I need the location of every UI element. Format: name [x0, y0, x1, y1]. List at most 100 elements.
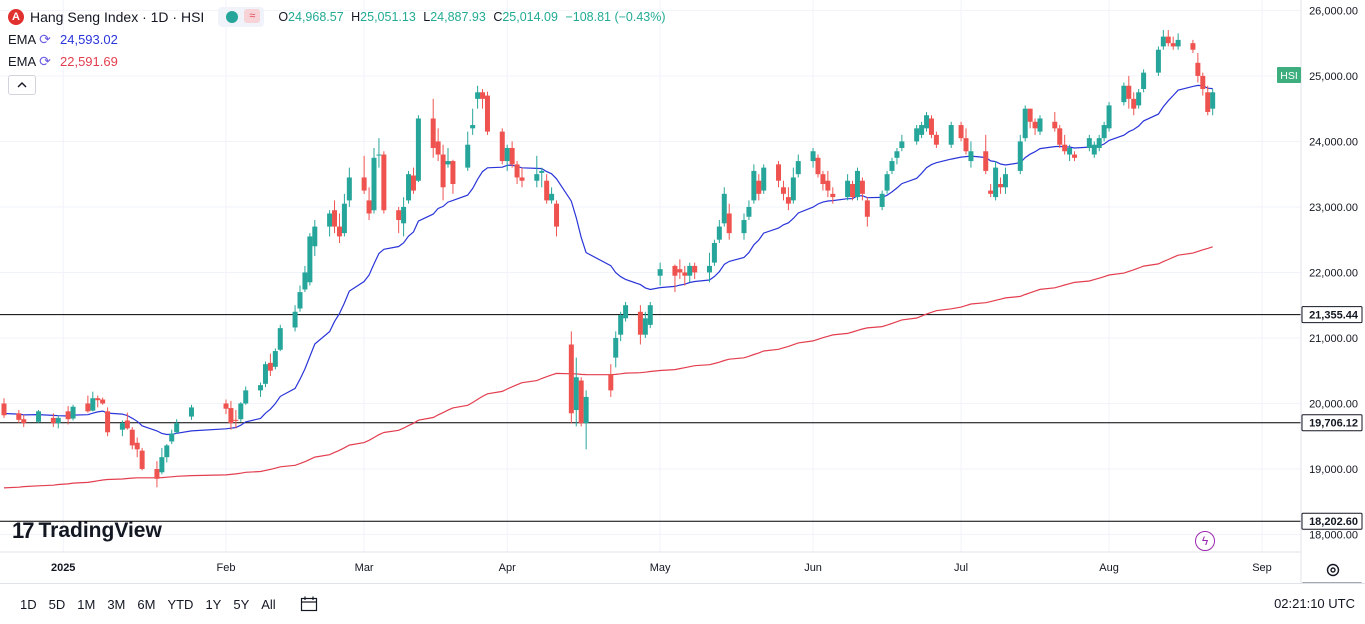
candle	[336, 213, 342, 243]
candle	[948, 121, 954, 148]
range-all[interactable]: All	[261, 596, 276, 612]
candle-body	[435, 141, 441, 155]
candle-body	[983, 151, 989, 171]
refresh-icon[interactable]: ⟳	[39, 30, 51, 47]
candle-body	[613, 337, 619, 358]
candle	[756, 174, 762, 201]
candle	[958, 121, 964, 142]
candle	[1106, 102, 1112, 132]
candle-body	[174, 423, 180, 433]
ohlc-readout: O24,968.57 H25,051.13 L24,887.93 C25,014…	[278, 10, 669, 24]
candle	[761, 164, 767, 194]
candle-body	[672, 265, 678, 276]
horizontal-lines	[0, 314, 1301, 522]
candle	[830, 187, 836, 204]
candle-body	[302, 272, 308, 290]
candle-body	[1190, 43, 1196, 50]
candle-body	[988, 190, 994, 194]
range-6m[interactable]: 6M	[137, 596, 156, 612]
candle	[534, 155, 540, 188]
candle-body	[371, 157, 377, 211]
symbol-title[interactable]: Hang Seng Index · 1D · HSI	[30, 9, 205, 25]
candle	[1062, 134, 1068, 155]
candle-body	[139, 450, 145, 469]
candle	[672, 264, 678, 293]
candle	[475, 85, 481, 109]
ema-fast-row[interactable]: EMA ⟳ 24,593.02	[8, 28, 670, 50]
candle	[105, 407, 111, 437]
candle	[539, 167, 545, 188]
candle	[864, 197, 870, 227]
candle-body	[1170, 43, 1176, 47]
horizontal-line-label-box	[1301, 414, 1363, 432]
candle	[963, 128, 969, 155]
close-label: C	[493, 10, 503, 24]
candle	[341, 193, 347, 237]
candle-body	[1175, 39, 1181, 47]
candle	[894, 147, 900, 165]
candle	[884, 170, 890, 194]
candle-body	[756, 180, 762, 194]
candle-body	[830, 193, 836, 198]
collapse-legend-button[interactable]	[8, 75, 36, 95]
candle-body	[307, 236, 313, 283]
range-1d[interactable]: 1D	[20, 596, 37, 612]
candle-body	[716, 226, 722, 240]
candle-body	[1141, 72, 1147, 90]
gear-icon[interactable]	[1325, 562, 1341, 578]
candle	[124, 412, 130, 430]
candle	[401, 197, 407, 237]
candle	[810, 147, 816, 168]
range-5d[interactable]: 5D	[48, 596, 66, 612]
y-tick-label: 19,000.00	[1309, 464, 1358, 476]
candle	[1205, 85, 1211, 116]
calendar-icon[interactable]	[300, 596, 318, 612]
market-status-pill[interactable]: ≈	[218, 7, 265, 27]
lightning-icon[interactable]: ϟ	[1195, 531, 1215, 551]
candle-body	[544, 180, 550, 201]
y-tick-label: 22,000.00	[1309, 267, 1358, 279]
candle-body	[1200, 75, 1206, 90]
candle-body	[366, 200, 372, 214]
candle-body	[859, 180, 865, 194]
range-3m[interactable]: 3M	[107, 596, 126, 612]
candle	[820, 170, 826, 191]
candle-body	[1195, 62, 1201, 76]
candle	[410, 167, 416, 194]
candle-body	[119, 423, 125, 430]
candle	[568, 331, 574, 424]
candle	[919, 121, 925, 139]
candle	[608, 364, 614, 397]
range-1m[interactable]: 1M	[77, 596, 96, 612]
candle	[1057, 125, 1063, 148]
candle-body	[361, 177, 367, 191]
range-1y[interactable]: 1Y	[205, 596, 222, 612]
candle	[381, 151, 387, 214]
range-5y[interactable]: 5Y	[233, 596, 250, 612]
candle-body	[1067, 147, 1073, 155]
x-tick-label: Jul	[954, 562, 968, 574]
ema-slow-row[interactable]: EMA ⟳ 22,591.69	[8, 50, 670, 72]
candle	[549, 187, 555, 204]
price-chart[interactable]: 26,000.00 25,000.00 24,000.00 23,000.00 22,0…	[0, 0, 1365, 583]
range-ytd[interactable]: YTD	[167, 596, 194, 612]
refresh-icon[interactable]: ⟳	[39, 52, 51, 69]
candle	[554, 200, 560, 237]
candle-body	[1155, 49, 1161, 73]
candle-body	[1002, 174, 1008, 188]
candle-body	[50, 417, 56, 424]
market-open-icon	[226, 11, 239, 23]
candle	[435, 128, 441, 162]
candle-body	[741, 220, 747, 234]
candle-body	[894, 151, 900, 158]
ema-fast-label: EMA	[8, 31, 37, 47]
high-label: H	[351, 10, 361, 24]
utc-clock[interactable]: 02:21:10 UTC	[1274, 596, 1355, 611]
tradingview-logo[interactable]: 17 TradingView	[12, 518, 162, 544]
tradingview-wordmark: TradingView	[38, 519, 162, 542]
candle	[642, 311, 648, 338]
candle-body	[1205, 92, 1211, 112]
candle-body	[470, 125, 476, 129]
candle	[1141, 69, 1147, 93]
candle-body	[1096, 138, 1102, 148]
